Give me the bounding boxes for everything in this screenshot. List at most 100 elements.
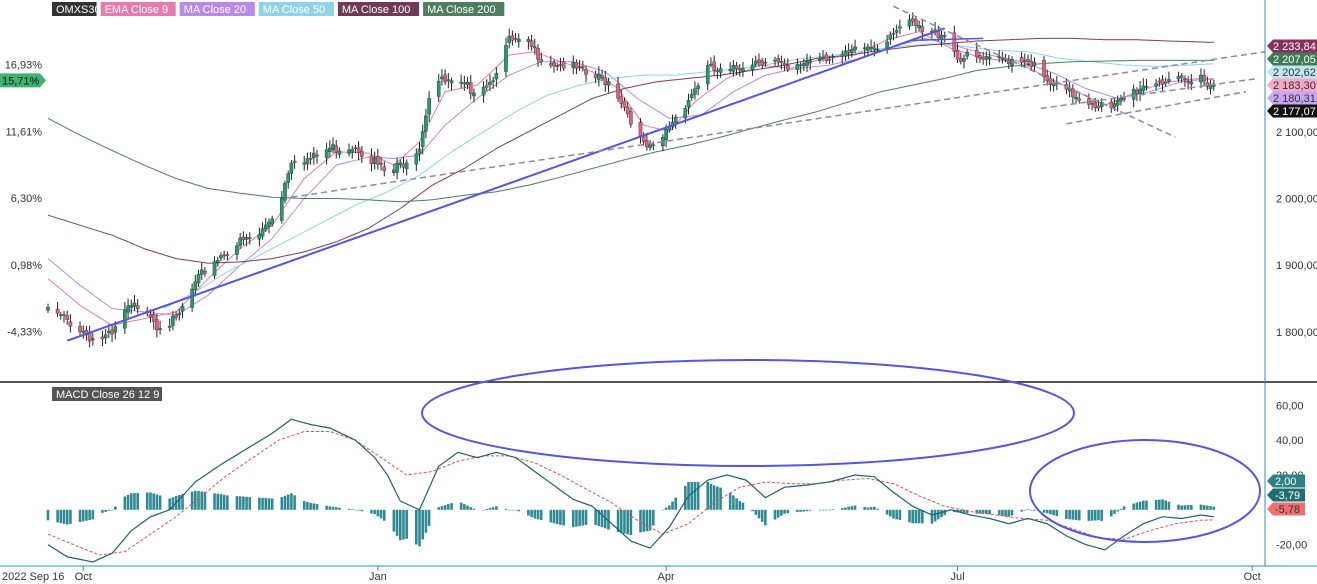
legend-item-ma-close-200[interactable]: MA Close 200 bbox=[423, 2, 505, 16]
candle-body bbox=[577, 66, 582, 68]
candles bbox=[46, 12, 1216, 348]
macd-histogram-bar bbox=[911, 509, 915, 524]
candle-body bbox=[1141, 85, 1146, 91]
candle-body bbox=[308, 158, 313, 160]
candle-body bbox=[558, 64, 563, 66]
axes: 1 800,00 1 900,00 2 000,00 2 100,00 -4,33% 0,… bbox=[2, 60, 1317, 583]
macd-histogram-bar bbox=[1122, 506, 1126, 510]
macd-histogram-bar bbox=[594, 509, 597, 525]
price-tag-label: 2 183,30 bbox=[1273, 80, 1316, 92]
macd-histogram-bar bbox=[258, 497, 261, 510]
macd-histogram-bar bbox=[1077, 509, 1081, 521]
macd-histogram-bar bbox=[1026, 509, 1030, 510]
macd-histogram-bar bbox=[645, 509, 649, 532]
macd-histogram-bar bbox=[597, 509, 601, 527]
candle-body bbox=[603, 77, 608, 86]
macd-histogram-bar bbox=[334, 507, 338, 510]
macd-histogram-bar bbox=[533, 509, 537, 519]
candle-body bbox=[1096, 105, 1101, 109]
candle-body bbox=[1000, 57, 1005, 60]
candle-body bbox=[283, 183, 287, 201]
candle-body bbox=[552, 62, 556, 67]
macd-histogram-bar bbox=[668, 505, 671, 510]
legend-item-ema-close-9[interactable]: EMA Close 9 bbox=[100, 2, 176, 16]
legend-item-bg bbox=[423, 2, 505, 16]
candle-body bbox=[196, 274, 201, 284]
candle-body bbox=[1138, 88, 1142, 95]
legend-item-omxs30[interactable]: OMXS30 bbox=[52, 2, 101, 16]
macd-histogram-bar bbox=[847, 506, 850, 510]
legend-item-ma-close-100[interactable]: MA Close 100 bbox=[337, 2, 420, 16]
macd-histogram-bar bbox=[1167, 501, 1171, 510]
macd-histogram-bar bbox=[1183, 505, 1187, 510]
macd-histogram-bar bbox=[603, 509, 607, 529]
macd-histogram-bar bbox=[607, 509, 610, 530]
price-tag: 2 180,31 bbox=[1267, 91, 1317, 105]
candle-body bbox=[190, 288, 194, 308]
candle-body bbox=[417, 148, 422, 155]
macd-histogram-bar bbox=[338, 507, 341, 510]
macd-histogram-bar bbox=[395, 509, 399, 536]
candle-body bbox=[597, 73, 601, 80]
candle-body bbox=[593, 74, 598, 78]
legend-item-ma-close-20[interactable]: MA Close 20 bbox=[179, 2, 255, 16]
macd-histogram-bar bbox=[799, 509, 802, 512]
legend-item-bg bbox=[100, 2, 176, 16]
macd-histogram-bar bbox=[940, 509, 943, 518]
candle-body bbox=[1183, 78, 1187, 80]
macd-histogram-bar bbox=[1145, 500, 1148, 510]
legend-item-bg bbox=[52, 2, 97, 16]
macd-histogram-bar bbox=[421, 509, 425, 540]
macd-histogram-bar bbox=[447, 504, 450, 510]
macd-legend-box bbox=[52, 387, 162, 401]
macd-histogram-bar bbox=[853, 505, 857, 510]
candle-body bbox=[468, 82, 473, 94]
macd-histogram-bar bbox=[892, 509, 895, 519]
macd-histogram-bar bbox=[626, 509, 629, 535]
candle-body bbox=[827, 59, 832, 61]
candle-body bbox=[561, 61, 566, 69]
macd-histogram-bar bbox=[418, 509, 421, 547]
macd-histogram-bar bbox=[200, 491, 204, 510]
candle-body bbox=[818, 58, 822, 61]
macd-histogram-bar bbox=[831, 509, 834, 510]
x-start-label: 2022 Sep 16 bbox=[2, 571, 64, 583]
macd-histogram-bar bbox=[930, 509, 934, 524]
macd-histogram-bar bbox=[821, 509, 825, 511]
candle-body bbox=[1163, 81, 1168, 84]
macd-histogram-bar bbox=[719, 487, 722, 510]
macd-histogram-bar bbox=[908, 509, 911, 523]
macd-histogram-bar bbox=[943, 509, 947, 516]
macd-tag-bg bbox=[1267, 474, 1305, 488]
candle-body bbox=[862, 47, 867, 50]
macd-histogram-bar bbox=[1097, 509, 1100, 521]
macd-histogram-bar bbox=[85, 509, 88, 521]
macd-histogram-bar bbox=[488, 508, 492, 510]
macd-histogram-bar bbox=[648, 509, 652, 531]
macd-histogram-bar bbox=[511, 509, 514, 511]
annotation-ellipse bbox=[421, 359, 1075, 467]
macd-histogram-bar bbox=[754, 509, 758, 515]
macd-histogram-bar bbox=[780, 509, 783, 516]
macd-histogram-bar bbox=[684, 485, 687, 510]
macd-histogram-bar bbox=[463, 504, 466, 510]
candle-body bbox=[1131, 88, 1136, 100]
candle-body bbox=[174, 314, 178, 318]
macd-histogram-bar bbox=[1186, 505, 1190, 510]
candle-body bbox=[1167, 79, 1171, 82]
price-tag: 2 207,05 bbox=[1267, 52, 1317, 66]
macd-histogram-bar bbox=[536, 509, 540, 520]
candle-body bbox=[312, 152, 316, 158]
macd-legend-label: MACD Close 26 12 9 bbox=[56, 389, 159, 401]
candle-body bbox=[337, 150, 342, 155]
legend[interactable]: OMXS30 EMA Close 9 MA Close 20 MA Close 50 M… bbox=[52, 2, 505, 16]
candle-body bbox=[1074, 96, 1078, 100]
macd-histogram-bar bbox=[91, 509, 95, 520]
macd-legend: MACD Close 26 12 9 bbox=[52, 387, 162, 401]
macd-histogram-bar bbox=[59, 509, 63, 524]
candle-body bbox=[404, 162, 409, 170]
candle-body bbox=[1042, 59, 1046, 77]
macd-histogram-bar bbox=[350, 509, 354, 510]
legend-item-ma-close-50[interactable]: MA Close 50 bbox=[258, 2, 334, 16]
